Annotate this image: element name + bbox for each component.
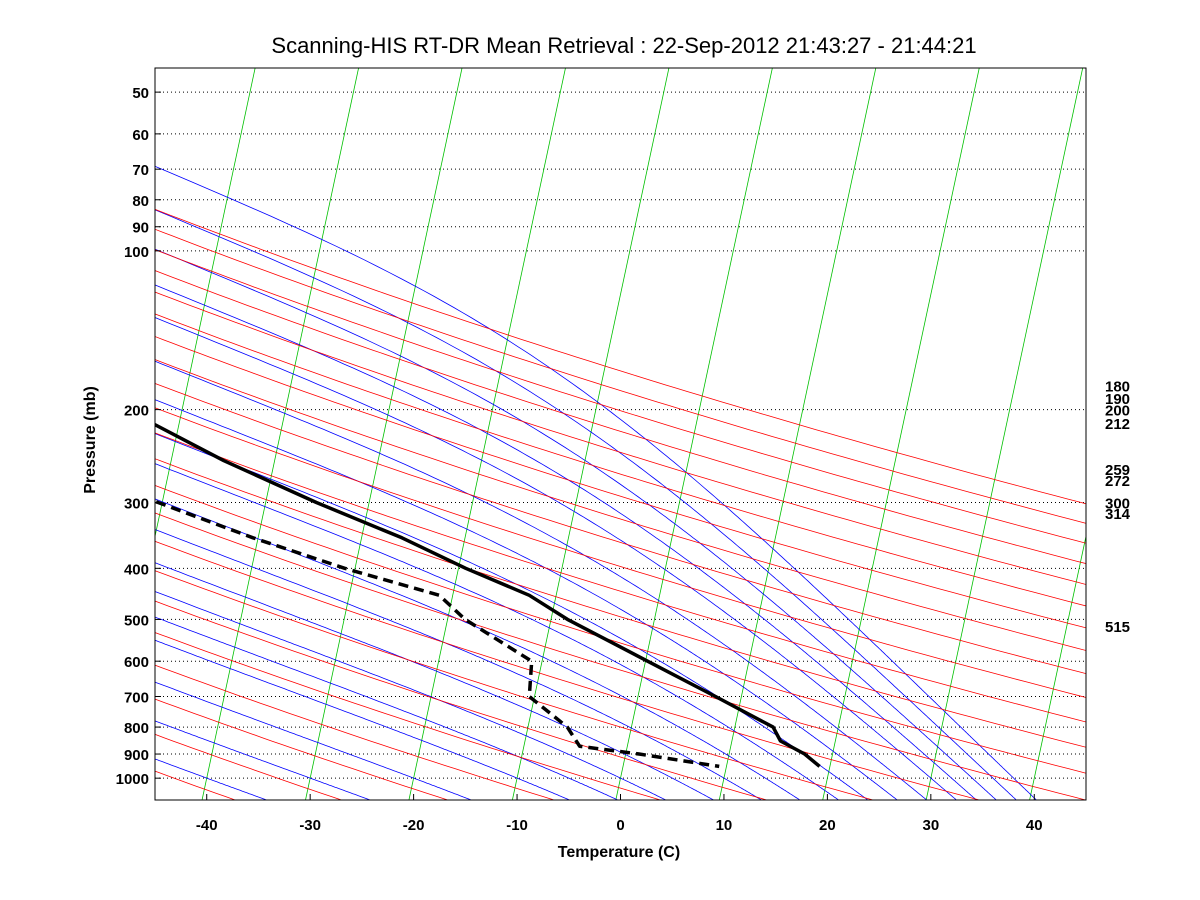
dry-adiabat-line	[155, 600, 767, 800]
height-label: 190	[1105, 391, 1130, 408]
x-tick-label: 30	[922, 817, 939, 834]
y-tick-label: 800	[124, 720, 149, 737]
y-axis-ticks: 50 60 70 80 90 100 200 300 400 500 600 700 800 900 100…	[116, 85, 161, 788]
isotherm-line	[511, 68, 670, 800]
y-tick-label: 300	[124, 495, 149, 512]
dry-adiabat-line	[155, 540, 980, 800]
dry-adiabat-line	[155, 382, 1086, 675]
y-tick-label: 900	[124, 747, 149, 764]
y-tick-label: 700	[124, 689, 149, 706]
isotherm-line	[155, 68, 256, 539]
dry-adiabat-line	[155, 484, 1086, 774]
moist-adiabat-line	[155, 209, 1017, 800]
dry-adiabats	[155, 208, 1086, 800]
isotherm-line	[925, 68, 1084, 800]
y-tick-label: 200	[124, 403, 149, 420]
moist-adiabat-line	[155, 758, 267, 800]
dry-adiabat-line	[155, 512, 1086, 800]
isotherm-line	[0, 68, 48, 800]
x-tick-label: 40	[1026, 817, 1043, 834]
x-tick-label: 20	[819, 817, 836, 834]
thermodynamic-background	[0, 68, 1086, 800]
y-tick-label: 100	[124, 244, 149, 261]
isotherm-line	[305, 68, 463, 800]
isotherms	[0, 68, 1086, 800]
dry-adiabat-line	[155, 249, 1086, 544]
height-label: 272	[1105, 473, 1130, 490]
height-label: 515	[1105, 619, 1130, 636]
isotherm-line	[1029, 534, 1086, 800]
dry-adiabat-line	[155, 208, 1086, 505]
moist-adiabat-line	[155, 498, 801, 800]
x-tick-label: 0	[616, 817, 624, 834]
dry-adiabat-line	[155, 270, 1086, 565]
x-axis-ticks: -40 -30 -20 -10 0 10 20 30 40	[196, 794, 1043, 834]
height-label: 212	[1105, 416, 1130, 433]
y-tick-label: 1000	[116, 771, 149, 788]
isotherm-line	[718, 68, 877, 800]
moist-adiabat-line	[155, 399, 898, 800]
moist-adiabat-line	[155, 248, 997, 800]
plot-area	[155, 68, 1086, 800]
moist-adiabat-line	[155, 529, 762, 800]
x-tick-label: -20	[403, 817, 425, 834]
isotherm-line	[408, 68, 566, 800]
dry-adiabat-line	[155, 664, 555, 800]
x-tick-label: -40	[196, 817, 218, 834]
dry-adiabat-line	[155, 458, 1086, 748]
y-tick-label: 600	[124, 654, 149, 671]
height-label: 200	[1105, 403, 1130, 420]
x-axis-label: Temperature (C)	[558, 844, 680, 861]
dry-adiabat-line	[155, 407, 1086, 698]
y-axis-label: Pressure (mb)	[82, 386, 99, 494]
isotherm-line	[201, 68, 359, 800]
dry-adiabat-line	[155, 336, 1086, 629]
moist-adiabat-line	[155, 681, 472, 800]
profile-series	[155, 422, 821, 769]
height-label: 314	[1105, 506, 1131, 523]
moist-adiabat-line	[155, 284, 977, 800]
isotherm-line	[822, 68, 980, 800]
dry-adiabat-line	[155, 570, 874, 800]
y-tick-label: 80	[132, 193, 149, 210]
x-tick-label: -10	[506, 817, 528, 834]
x-tick-label: 10	[716, 817, 733, 834]
moist-adiabat-line	[155, 616, 618, 800]
height-label: 180	[1105, 378, 1130, 395]
moist-adiabat-line	[155, 591, 666, 800]
moist-adiabat-line	[155, 463, 839, 800]
dry-adiabat-line	[155, 291, 1086, 585]
moist-adiabats	[155, 165, 1037, 800]
x-tick-label: -30	[299, 817, 321, 834]
moist-adiabat-line	[155, 720, 371, 800]
moist-adiabat-line	[155, 562, 714, 800]
moist-adiabat-line	[155, 317, 957, 800]
y-tick-label: 500	[124, 612, 149, 629]
isotherm-line	[615, 68, 773, 800]
y-tick-label: 90	[132, 220, 149, 237]
y-tick-label: 50	[132, 85, 149, 102]
dry-adiabat-line	[155, 359, 1086, 651]
height-label: 300	[1105, 495, 1130, 512]
moist-adiabat-line	[155, 639, 570, 800]
y-tick-label: 400	[124, 561, 149, 578]
moist-adiabat-line	[155, 165, 1037, 800]
height-label: 259	[1105, 462, 1130, 479]
temperature-series-line	[155, 422, 821, 768]
y-tick-label: 60	[132, 127, 149, 144]
chart-title: Scanning-HIS RT-DR Mean Retrieval : 22-S…	[271, 33, 976, 58]
y-tick-label: 70	[132, 162, 149, 179]
dry-adiabat-line	[155, 313, 1086, 607]
dry-adiabat-line	[155, 632, 661, 800]
dry-adiabat-line	[155, 228, 1086, 524]
